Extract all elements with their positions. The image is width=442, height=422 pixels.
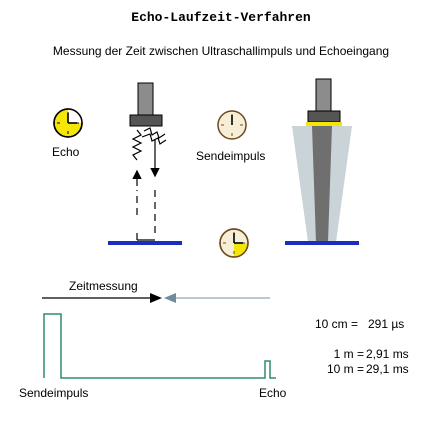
conversion-distance: 1 m = bbox=[333, 347, 364, 361]
surface-left bbox=[108, 241, 182, 245]
transducer-left bbox=[129, 82, 163, 127]
clock-bottom-icon bbox=[219, 228, 249, 258]
surface-right bbox=[285, 241, 359, 245]
label-sendeimpuls-bottom: Sendeimpuls bbox=[19, 386, 89, 400]
conversion-row: 1 m = 2,91 ms bbox=[300, 347, 409, 361]
signal-trace bbox=[43, 313, 276, 379]
conversion-distance: 10 m = bbox=[326, 362, 364, 376]
conversion-time: 29,1 ms bbox=[366, 362, 409, 376]
label-sendeimpuls: Sendeimpuls bbox=[196, 149, 266, 163]
page-subtitle: Messung der Zeit zwischen Ultraschallimp… bbox=[52, 44, 390, 58]
send-path bbox=[137, 127, 167, 241]
transducer-right bbox=[292, 78, 352, 242]
clock-echo-icon bbox=[53, 108, 83, 138]
page-title: Echo-Laufzeit-Verfahren bbox=[131, 10, 311, 25]
echo-path bbox=[131, 129, 143, 240]
conversion-row: 10 cm = 291 µs bbox=[300, 317, 404, 331]
conversion-time: 2,91 ms bbox=[366, 347, 409, 361]
label-zeitmessung: Zeitmessung bbox=[69, 279, 138, 293]
label-echo-bottom: Echo bbox=[259, 386, 287, 400]
conversion-row: 10 m = 29,1 ms bbox=[300, 362, 409, 376]
label-echo: Echo bbox=[52, 145, 80, 159]
clock-send-icon bbox=[217, 110, 247, 140]
time-arrows bbox=[42, 293, 270, 303]
conversion-time: 291 µs bbox=[368, 317, 405, 331]
conversion-distance: 10 cm = bbox=[314, 317, 358, 331]
